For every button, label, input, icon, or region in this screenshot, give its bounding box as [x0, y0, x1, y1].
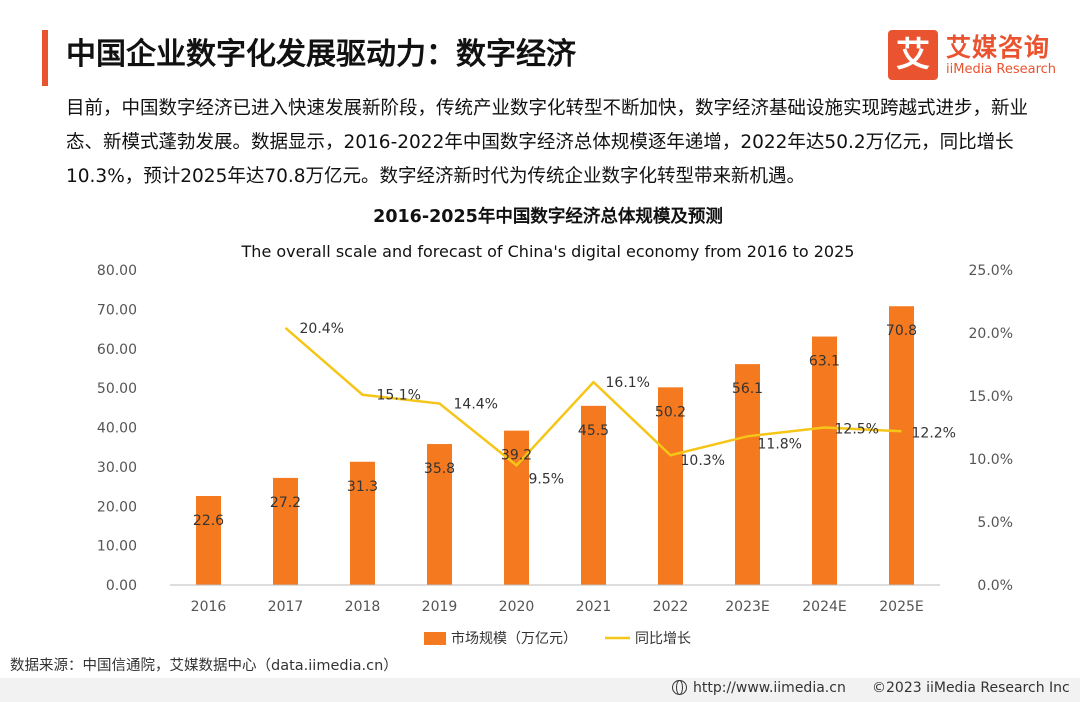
x-tick-label: 2016 — [191, 599, 227, 615]
bar-2021 — [581, 405, 606, 585]
bar-2016 — [196, 496, 221, 585]
growth-label-2024E: 12.5% — [835, 422, 879, 438]
footer-url[interactable]: http://www.iimedia.cn — [693, 680, 846, 696]
bar-label-2016: 22.6 — [193, 513, 224, 529]
bar-label-2018: 31.3 — [347, 479, 378, 495]
legend-bar-swatch — [424, 632, 446, 645]
globe-icon — [672, 680, 687, 695]
y-right-tick-label: 5.0% — [977, 515, 1013, 531]
growth-label-2020: 9.5% — [529, 471, 565, 487]
y-left-tick-label: 20.00 — [97, 499, 137, 515]
y-right-tick-label: 0.0% — [977, 578, 1013, 594]
growth-label-2018: 15.1% — [377, 388, 421, 404]
bar-series — [196, 306, 914, 585]
x-tick-label: 2018 — [345, 599, 381, 615]
bar-2023E — [735, 364, 760, 585]
x-tick-label: 2024E — [802, 599, 846, 615]
intro-text: 目前，中国数字经济已进入快速发展新阶段，传统产业数字化转型不断加快，数字经济基础… — [66, 98, 1029, 187]
chart-subtitle: The overall scale and forecast of China'… — [241, 242, 855, 261]
growth-label-2023E: 11.8% — [758, 436, 802, 452]
logo-mark: 艾 — [888, 30, 938, 80]
growth-label-2021: 16.1% — [606, 375, 650, 391]
y-right-tick-label: 25.0% — [969, 263, 1013, 279]
intro-paragraph: 目前，中国数字经济已进入快速发展新阶段，传统产业数字化转型不断加快，数字经济基础… — [66, 92, 1036, 194]
line-series: 20.4% 15.1% 14.4% 9.5% 16.1% 10.3% 11.8% 12.5% 1… — [284, 321, 956, 487]
bar-2018 — [350, 461, 375, 585]
growth-label-2025E: 12.2% — [912, 425, 956, 441]
y-left-tick-label: 30.00 — [97, 460, 137, 476]
bar-2024E — [812, 336, 837, 585]
footer-bar: http://www.iimedia.cn ©2023 iiMedia Rese… — [0, 678, 1080, 702]
x-tick-label: 2021 — [576, 599, 612, 615]
growth-label-2022: 10.3% — [681, 453, 725, 469]
y-left-tick-label: 0.00 — [106, 578, 137, 594]
y-left-axis: 0.00 10.00 20.00 30.00 40.00 50.00 60.00 70.00 8… — [97, 263, 137, 594]
bar-label-2021: 45.5 — [578, 423, 609, 439]
y-left-tick-label: 60.00 — [97, 342, 137, 358]
bar-label-2024E: 63.1 — [809, 354, 840, 370]
y-right-tick-label: 20.0% — [969, 326, 1013, 342]
chart-title: 2016-2025年中国数字经济总体规模及预测 — [373, 206, 723, 227]
legend-line-label: 同比增长 — [635, 631, 691, 647]
bar-label-2017: 27.2 — [270, 495, 301, 511]
bar-label-2023E: 56.1 — [732, 381, 763, 397]
chart: 2016-2025年中国数字经济总体规模及预测 The overall scal… — [97, 206, 1013, 647]
x-axis: 2016 2017 2018 2019 2020 2021 2022 2023E 2024E 20… — [191, 599, 924, 615]
data-source-note: 数据来源：中国信通院，艾媒数据中心（data.iimedia.cn） — [10, 658, 398, 674]
footer-copyright: ©2023 iiMedia Research Inc — [872, 680, 1070, 696]
legend-bar-label: 市场规模（万亿元） — [451, 630, 577, 647]
page-title: 中国企业数字化发展驱动力：数字经济 — [66, 37, 576, 72]
x-tick-label: 2022 — [653, 599, 689, 615]
bar-label-2019: 35.8 — [424, 461, 455, 477]
title-accent-bar — [42, 30, 48, 86]
footer-url-group: http://www.iimedia.cn — [672, 680, 846, 696]
bar-label-2022: 50.2 — [655, 404, 686, 420]
y-right-tick-label: 15.0% — [969, 389, 1013, 405]
x-tick-label: 2020 — [499, 599, 535, 615]
y-left-tick-label: 50.00 — [97, 381, 137, 397]
growth-label-2017: 20.4% — [300, 321, 344, 337]
bar-2022 — [658, 387, 683, 585]
iimedia-logo: 艾 艾媒咨询 iiMedia Research — [888, 28, 1068, 84]
x-tick-label: 2017 — [268, 599, 304, 615]
bar-2017 — [273, 477, 298, 585]
logo-english-name: iiMedia Research — [946, 62, 1057, 77]
bar-2025E — [889, 306, 914, 585]
logo-chinese-name: 艾媒咨询 — [946, 33, 1051, 62]
bar-2019 — [427, 444, 452, 585]
bar-value-labels: 22.6 27.2 31.3 35.8 39.2 45.5 50.2 56.1 63.1 70.8 — [193, 323, 917, 529]
y-left-tick-label: 40.00 — [97, 421, 137, 437]
x-tick-label: 2025E — [879, 599, 923, 615]
x-tick-label: 2019 — [422, 599, 458, 615]
y-left-tick-label: 80.00 — [97, 263, 137, 279]
y-right-tick-label: 10.0% — [969, 452, 1013, 468]
bar-label-2025E: 70.8 — [886, 323, 917, 339]
y-left-tick-label: 10.00 — [97, 539, 137, 555]
chart-legend: 市场规模（万亿元） 同比增长 — [424, 630, 691, 647]
growth-label-2019: 14.4% — [454, 397, 498, 413]
y-left-tick-label: 70.00 — [97, 302, 137, 318]
y-right-axis: 0.0% 5.0% 10.0% 15.0% 20.0% 25.0% — [969, 263, 1013, 594]
growth-line-path — [284, 327, 902, 468]
x-tick-label: 2023E — [725, 599, 769, 615]
bar-label-2020: 39.2 — [501, 448, 532, 464]
